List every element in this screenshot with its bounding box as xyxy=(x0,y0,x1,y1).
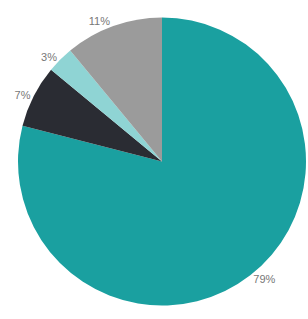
svg-text:79%: 79% xyxy=(253,273,275,285)
svg-text:3%: 3% xyxy=(41,51,57,63)
svg-text:11%: 11% xyxy=(89,15,110,27)
svg-text:7%: 7% xyxy=(15,89,31,101)
